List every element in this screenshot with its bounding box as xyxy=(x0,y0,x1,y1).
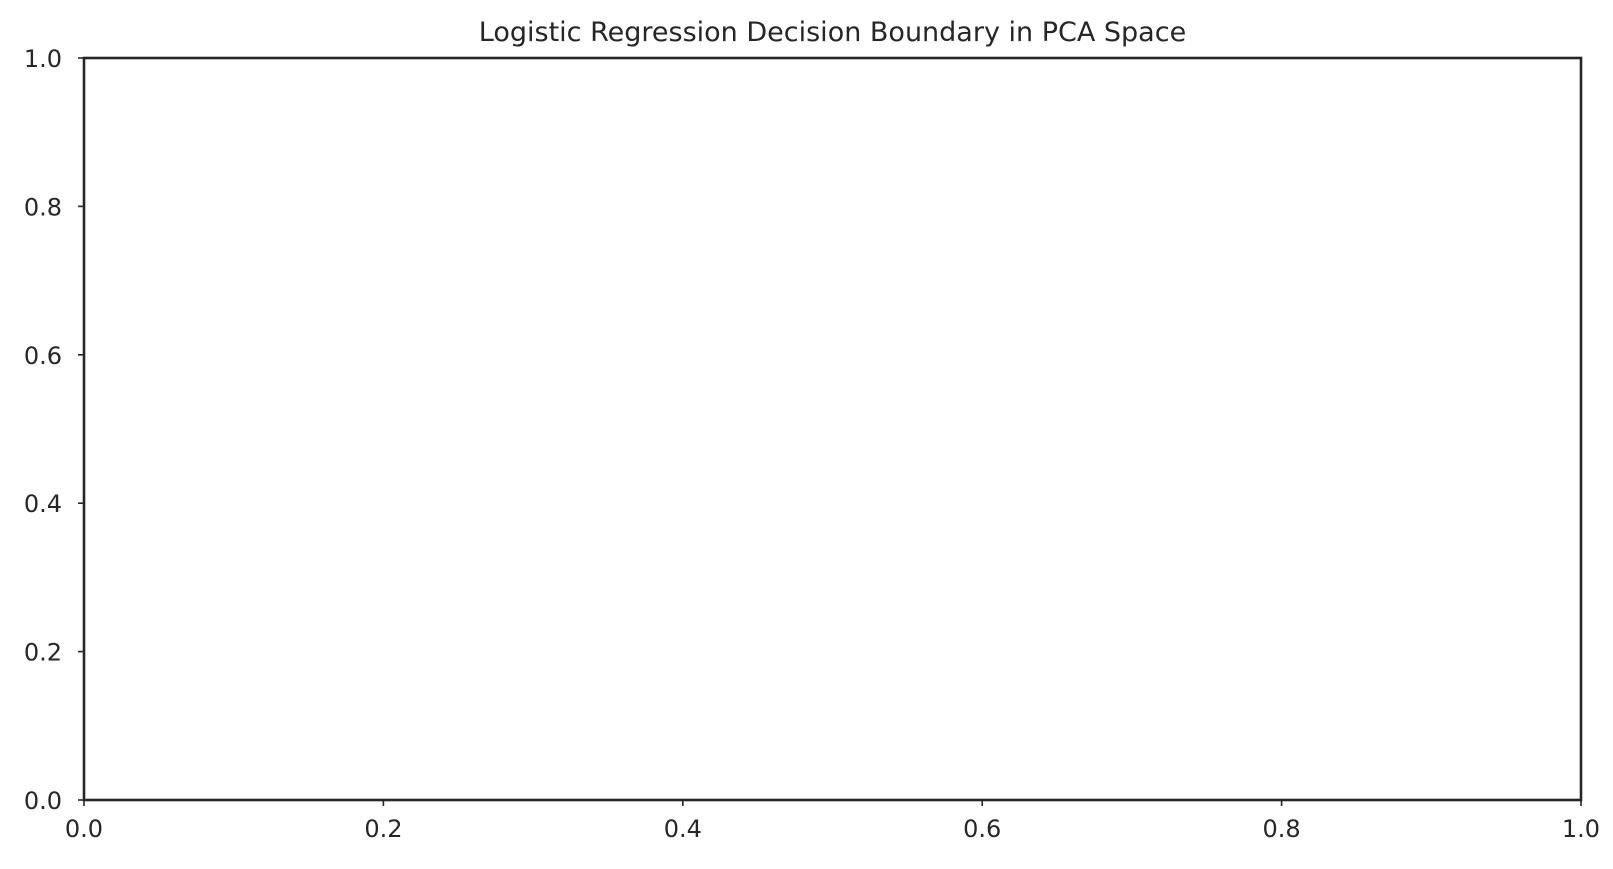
x-tick-label: 0.8 xyxy=(1263,815,1301,843)
y-tick-label: 0.4 xyxy=(24,490,62,518)
x-tick-label: 0.4 xyxy=(664,815,702,843)
x-tick-label: 1.0 xyxy=(1562,815,1600,843)
axes-frame xyxy=(82,56,1583,802)
y-tick-label: 0.8 xyxy=(24,193,62,221)
x-tick-label: 0.6 xyxy=(963,815,1001,843)
chart-title: Logistic Regression Decision Boundary in… xyxy=(479,17,1186,48)
x-tick-label: 0.0 xyxy=(65,815,103,843)
y-tick-label: 1.0 xyxy=(24,45,62,73)
y-tick-label: 0.6 xyxy=(24,342,62,370)
plot-area: 0.0 0.2 0.4 0.6 0.8 1.0 0.0 0.2 0.4 0.6 0.8 1.0 xyxy=(24,45,1600,843)
y-axis: 0.0 0.2 0.4 0.6 0.8 1.0 xyxy=(24,45,84,815)
x-tick-label: 0.2 xyxy=(364,815,402,843)
x-axis: 0.0 0.2 0.4 0.6 0.8 1.0 xyxy=(65,800,1600,843)
y-tick-label: 0.2 xyxy=(24,639,62,667)
y-tick-label: 0.0 xyxy=(24,787,62,815)
